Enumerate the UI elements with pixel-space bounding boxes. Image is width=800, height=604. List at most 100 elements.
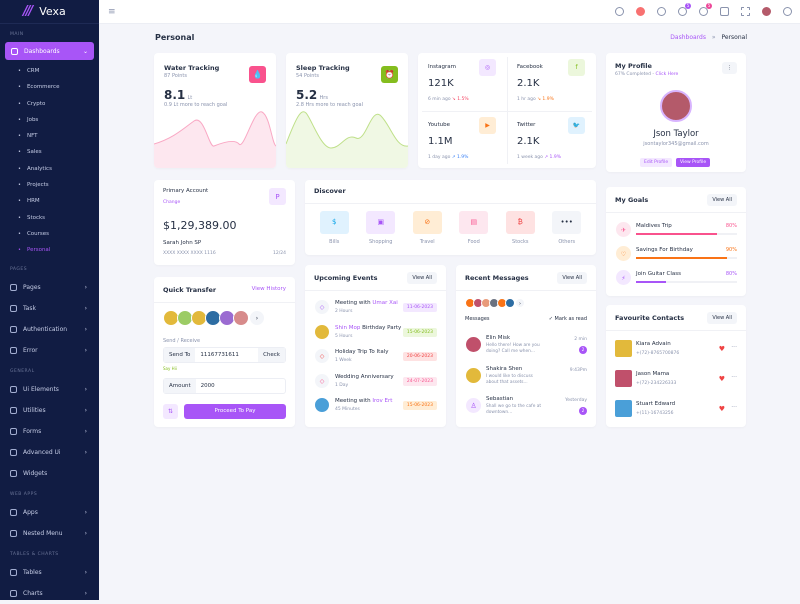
chevron-right-icon[interactable]: › (249, 310, 265, 326)
sidebar-subitem[interactable]: Jobs (0, 112, 99, 128)
more-icon[interactable]: ··· (731, 344, 737, 351)
contact-item[interactable]: Stuart Edward +(11)-16743256 ♥ ··· (615, 400, 737, 420)
discover-item-others[interactable]: ••• Others (552, 211, 582, 245)
sidebar-item[interactable]: Ui Elements › (0, 379, 99, 400)
sidebar-item[interactable]: Tables › (0, 562, 99, 583)
contact-item[interactable]: Jason Mama +(72)-234226333 ♥ ··· (615, 370, 737, 390)
more-icon[interactable]: ··· (731, 374, 737, 381)
edit-profile-button[interactable]: Edit Profile (640, 158, 673, 167)
stat-trend: ↗ 1.9% (451, 155, 469, 160)
goal-label: Join Guitar Class (636, 271, 682, 277)
event-person[interactable]: Shin Mop (335, 324, 361, 331)
sidebar-subitem[interactable]: Stocks (0, 210, 99, 226)
swap-icon[interactable]: ⇅ (163, 404, 178, 419)
event-person[interactable]: Irov Ert (372, 398, 393, 404)
sidebar-item[interactable]: Advanced Ui › (0, 442, 99, 463)
more-options-button[interactable]: ⋮ (722, 62, 737, 74)
sidebar-item[interactable]: Authentication › (0, 319, 99, 340)
message-item[interactable]: ♙ Sebastian Shall we go to the cafe at d… (465, 396, 587, 424)
points: 87 Points (164, 73, 187, 79)
sidebar-item[interactable]: Forms › (0, 421, 99, 442)
discover-item-food[interactable]: ▤ Food (459, 211, 489, 245)
proceed-to-pay-button[interactable]: Proceed To Pay (184, 404, 286, 419)
event-item[interactable]: Meeting with Irov Ert 45 Minutes 15-06-2… (314, 397, 437, 417)
sidebar-item[interactable]: Apps › (0, 502, 99, 523)
heart-icon[interactable]: ♥ (718, 345, 725, 353)
view-all-button[interactable]: View All (707, 194, 737, 206)
heart-icon[interactable]: ♥ (718, 375, 725, 383)
sidebar-subitem[interactable]: Courses (0, 226, 99, 242)
fullscreen-icon[interactable] (741, 7, 750, 16)
mark-as-read-button[interactable]: ✓ Mark as read (548, 316, 587, 322)
event-item[interactable]: ◇ Holiday Trip To Italy 1 Week 20-06-202… (314, 348, 437, 368)
search-icon[interactable] (615, 7, 624, 16)
goal-progress-fill (636, 281, 667, 283)
click-here-link[interactable]: Click Here (655, 72, 679, 77)
contact-item[interactable]: Kiara Advain +(72)-8765700876 ♥ ··· (615, 340, 737, 360)
sidebar-subitem[interactable]: Projects (0, 177, 99, 193)
chevron-right-icon: › (84, 508, 87, 516)
view-all-button[interactable]: View All (407, 272, 437, 284)
platform-name: Twitter (517, 122, 536, 128)
menu-toggle-icon[interactable]: ≡ (108, 7, 116, 17)
sidebar-subitem[interactable]: Sales (0, 144, 99, 160)
sidebar-item[interactable]: Charts › (0, 583, 99, 604)
shopping-icon: ▣ (366, 211, 396, 234)
amount-input[interactable]: 2000 (200, 383, 215, 389)
card-title: Sleep Tracking (296, 64, 350, 72)
logo[interactable]: /// Vexa (0, 0, 99, 24)
breadcrumb-link[interactable]: Dashboards (670, 34, 706, 41)
change-link[interactable]: Change (163, 200, 181, 205)
notification-badge: 5 (706, 3, 712, 9)
more-icon[interactable]: ··· (731, 404, 737, 411)
contact-avatar[interactable] (505, 298, 515, 308)
card-title: Quick Transfer (163, 286, 217, 294)
sidebar-subitem[interactable]: Crypto (0, 96, 99, 112)
sidebar-item[interactable]: Pages › (0, 277, 99, 298)
contact-avatar[interactable] (233, 310, 249, 326)
sidebar-subitem[interactable]: Analytics (0, 161, 99, 177)
avatar[interactable] (762, 7, 771, 16)
discover-item-travel[interactable]: ⊘ Travel (412, 211, 442, 245)
event-person[interactable]: Umar Xai (372, 300, 398, 306)
moon-icon[interactable] (657, 7, 666, 16)
sidebar-subitem[interactable]: CRM (0, 63, 99, 79)
sidebar-item[interactable]: Widgets (0, 463, 99, 484)
event-item[interactable]: ◇ Meeting with Umar Xai 2 Hours 11-06-20… (314, 299, 437, 319)
message-item[interactable]: Elin Misk Hello there! How are you doing… (465, 335, 587, 363)
flag-icon[interactable] (636, 7, 645, 16)
bell-icon[interactable]: 5 (699, 3, 712, 16)
cart-icon[interactable]: 5 (678, 3, 691, 16)
recipient-number-input[interactable]: 11167731611 (200, 352, 239, 358)
message-item[interactable]: Shakira Shen I would like to discuss abo… (465, 366, 587, 394)
heart-icon[interactable]: ♥ (718, 405, 725, 413)
platform-name: Instagram (428, 64, 456, 70)
event-title-suffix: Birthday Party (360, 324, 402, 331)
label: Travel (419, 239, 435, 245)
chevron-right-icon[interactable]: › (515, 298, 525, 308)
sidebar-item[interactable]: Task › (0, 298, 99, 319)
sidebar-subitem[interactable]: Personal (0, 242, 99, 258)
sidebar-subitem[interactable]: HRM (0, 193, 99, 209)
view-profile-button[interactable]: View Profile (676, 158, 711, 167)
recent-messages-card: Recent Messages View All › Messages ✓ Mar… (456, 265, 596, 427)
discover-item-stocks[interactable]: ₿ Stocks (505, 211, 535, 245)
sidebar-item[interactable]: Nested Menu › (0, 523, 99, 544)
event-item[interactable]: ◇ Wedding Anniversary 1 Day 24-07-2023 (314, 372, 437, 393)
view-all-button[interactable]: View All (707, 312, 737, 324)
check-button[interactable]: Check (258, 348, 285, 362)
menu-icon (10, 469, 17, 477)
view-all-button[interactable]: View All (557, 272, 587, 284)
breadcrumb-sep: » (711, 34, 716, 41)
sidebar-subitem[interactable]: NFT (0, 128, 99, 144)
apps-icon[interactable] (720, 7, 729, 16)
event-item[interactable]: Shin Mop Birthday Party 5 Hours 15-06-20… (314, 323, 437, 344)
view-history-link[interactable]: View History (251, 286, 286, 292)
discover-item-shopping[interactable]: ▣ Shopping (366, 211, 396, 245)
sidebar-subitem[interactable]: Ecommerce (0, 79, 99, 95)
sidebar-item-dashboards[interactable]: Dashboards ⌄ (5, 42, 94, 60)
sidebar-item[interactable]: Utilities › (0, 400, 99, 421)
discover-item-bills[interactable]: $ Bills (319, 211, 349, 245)
sidebar-item[interactable]: Error › (0, 340, 99, 361)
gear-icon[interactable] (783, 7, 792, 16)
